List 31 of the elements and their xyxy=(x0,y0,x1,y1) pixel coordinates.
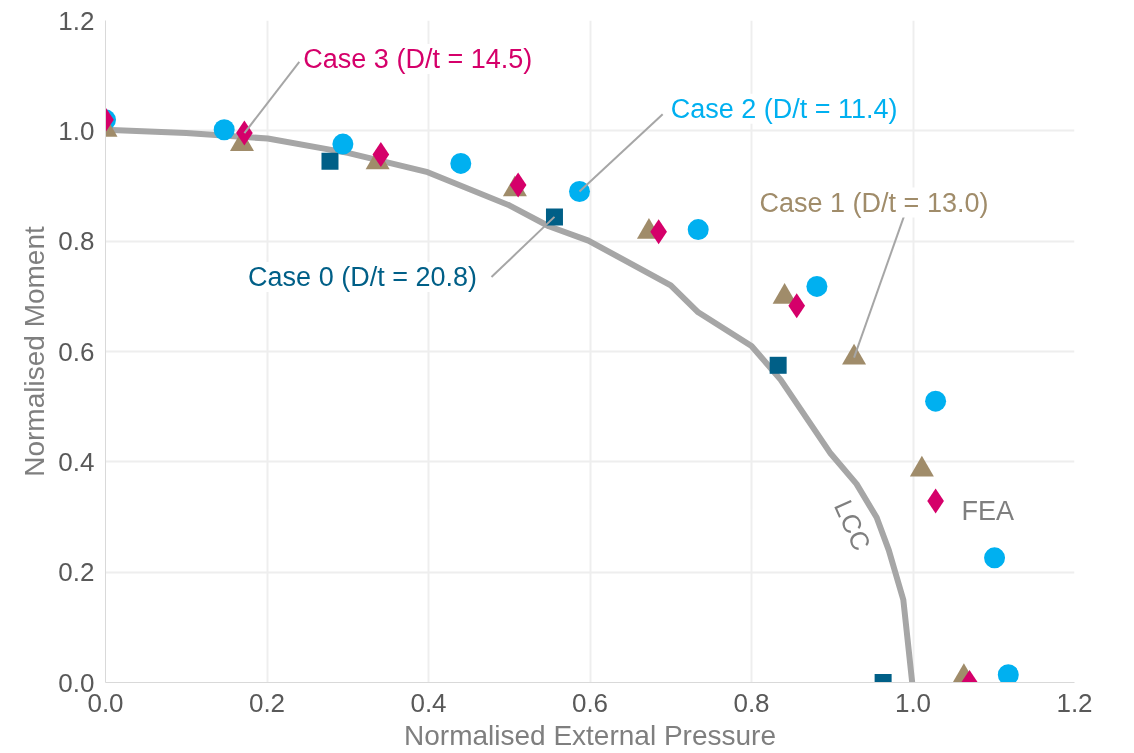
x-axis-title: Normalised External Pressure xyxy=(404,719,776,751)
point xyxy=(769,356,787,374)
x-tick-label: 0.8 xyxy=(733,687,770,718)
point xyxy=(909,455,934,477)
x-tick-label: 0.6 xyxy=(571,687,609,718)
point xyxy=(213,119,235,141)
point xyxy=(569,181,590,202)
text: LCC xyxy=(828,495,877,556)
y-tick-label: 1.2 xyxy=(58,5,95,36)
x-tick-label: 0.2 xyxy=(248,687,286,718)
point xyxy=(806,275,828,297)
text: Case 2 (D/t = 11.4) xyxy=(670,93,898,124)
text: Case 1 (D/t = 13.0) xyxy=(759,187,989,218)
point xyxy=(450,152,472,174)
point xyxy=(332,133,354,155)
point xyxy=(925,390,947,412)
y-tick-label: 1.0 xyxy=(58,115,95,146)
y-tick-label: 0.8 xyxy=(58,226,95,257)
text: Case 0 (D/t = 20.8) xyxy=(248,262,477,293)
point xyxy=(687,219,709,241)
x-tick-label: 0.4 xyxy=(410,687,447,718)
point xyxy=(321,152,339,170)
y-tick-label: 0.6 xyxy=(58,336,95,367)
point xyxy=(545,208,563,226)
y-tick-label: 0.4 xyxy=(58,446,95,477)
annotation: FEA xyxy=(961,496,1014,527)
y-tick-label: 0.2 xyxy=(58,557,95,588)
x-tick-label: 1.2 xyxy=(1056,687,1093,718)
y-axis-title: Normalised Moment xyxy=(19,226,51,477)
x-tick-label: 1.0 xyxy=(894,687,932,718)
text: Case 3 (D/t = 14.5) xyxy=(303,44,533,75)
